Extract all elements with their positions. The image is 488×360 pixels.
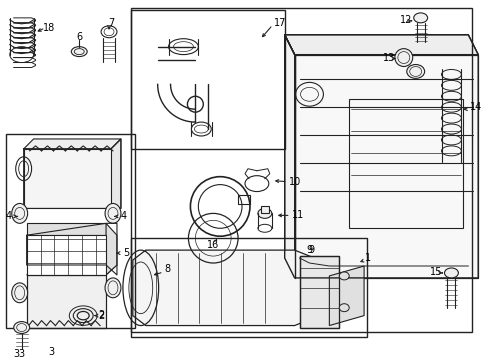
Bar <box>131 238 366 337</box>
Polygon shape <box>294 55 477 278</box>
Bar <box>23 149 111 208</box>
Ellipse shape <box>413 13 427 23</box>
Text: 12: 12 <box>399 15 411 25</box>
Polygon shape <box>23 139 121 149</box>
Text: 11: 11 <box>291 210 303 220</box>
Bar <box>26 275 106 328</box>
Bar <box>6 134 135 328</box>
Ellipse shape <box>444 268 457 278</box>
Text: 15: 15 <box>429 267 442 277</box>
Ellipse shape <box>12 283 28 303</box>
Text: 4: 4 <box>121 211 127 221</box>
Bar <box>348 99 463 228</box>
Bar <box>260 206 268 213</box>
Bar <box>131 8 471 333</box>
Ellipse shape <box>339 272 348 280</box>
Ellipse shape <box>394 49 412 67</box>
Text: 1: 1 <box>364 253 370 263</box>
Text: 4: 4 <box>6 211 12 221</box>
Polygon shape <box>26 275 106 328</box>
Bar <box>26 235 106 275</box>
Ellipse shape <box>406 64 424 78</box>
Polygon shape <box>133 250 319 325</box>
Text: 8: 8 <box>164 264 170 274</box>
Polygon shape <box>284 35 294 278</box>
Text: 2: 2 <box>98 311 104 321</box>
Text: 7: 7 <box>108 18 114 28</box>
Text: 3: 3 <box>19 349 25 359</box>
Polygon shape <box>26 265 117 275</box>
Ellipse shape <box>14 321 30 333</box>
Polygon shape <box>106 223 117 275</box>
Text: 13: 13 <box>382 53 394 63</box>
Text: 6: 6 <box>76 32 82 42</box>
Ellipse shape <box>105 278 121 298</box>
Text: 16: 16 <box>207 240 219 250</box>
Text: 10: 10 <box>288 177 300 186</box>
Polygon shape <box>299 256 339 328</box>
Polygon shape <box>111 139 121 208</box>
Text: 17: 17 <box>273 18 285 28</box>
Text: 3: 3 <box>48 347 54 357</box>
Text: 14: 14 <box>469 102 482 112</box>
Text: 9: 9 <box>306 245 312 255</box>
Text: 3: 3 <box>14 349 20 359</box>
Ellipse shape <box>105 203 121 223</box>
Text: 5: 5 <box>122 248 129 258</box>
Polygon shape <box>26 223 106 235</box>
Text: 9: 9 <box>308 245 314 255</box>
Ellipse shape <box>12 203 28 223</box>
Bar <box>238 194 249 204</box>
Bar <box>299 256 339 328</box>
Ellipse shape <box>339 304 348 312</box>
Polygon shape <box>329 266 364 325</box>
Bar <box>131 10 284 149</box>
Ellipse shape <box>71 47 87 57</box>
Polygon shape <box>284 35 477 55</box>
Ellipse shape <box>257 208 271 219</box>
Text: 18: 18 <box>43 23 56 33</box>
Text: 2: 2 <box>98 310 104 320</box>
